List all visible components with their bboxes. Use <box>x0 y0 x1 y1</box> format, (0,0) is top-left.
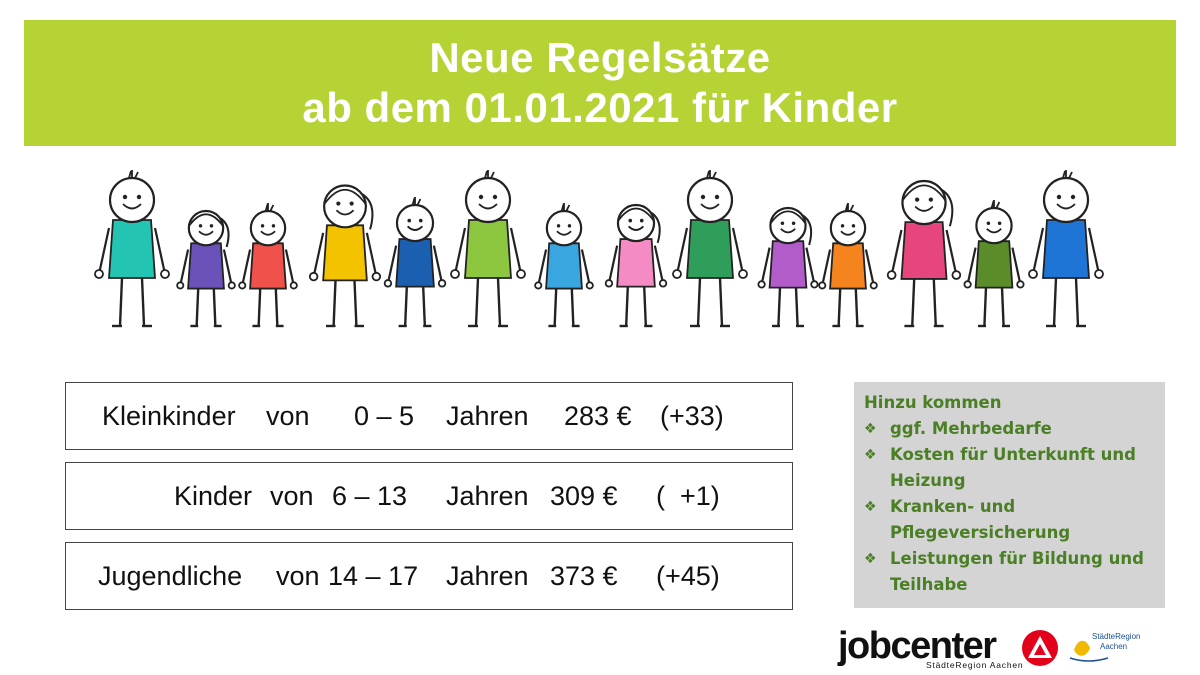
child-figure <box>383 197 447 328</box>
jobcenter-logo: jobcenter StädteRegion Aachen StädteRegi… <box>838 626 1158 670</box>
logo-wordmark: jobcenter <box>838 625 997 667</box>
child-figure <box>886 179 962 328</box>
rate-von: von <box>270 480 314 511</box>
child-figure <box>963 200 1025 328</box>
rate-amount: 309 € <box>550 480 618 511</box>
rate-change: (+45) <box>656 560 720 591</box>
title-line-2: ab dem 01.01.2021 für Kinder <box>302 84 898 131</box>
list-item: ❖ Kranken- und Pflegeversicherung <box>864 494 1155 546</box>
rate-von: von <box>276 560 320 591</box>
info-item-text: ggf. Mehrbedarfe <box>890 419 1052 438</box>
rate-row-kleinkinder: Kleinkinder von 0 – 5 Jahren 283 € (+33) <box>65 382 793 450</box>
child-figure <box>534 203 594 328</box>
diamond-bullet-icon: ❖ <box>864 551 877 567</box>
title-banner: Neue Regelsätze ab dem 01.01.2021 für Ki… <box>24 20 1176 146</box>
rate-row-jugendliche: Jugendliche von 14 – 17 Jahren 373 € (+4… <box>65 542 793 610</box>
child-figure <box>818 203 878 328</box>
child-figure <box>757 206 819 328</box>
children-illustration <box>94 170 1104 328</box>
additional-benefits-box: Hinzu kommen ❖ ggf. Mehrbedarfe ❖ Kosten… <box>854 382 1165 608</box>
rate-group: Kleinkinder <box>102 400 236 431</box>
region-line-2: Aachen <box>1100 642 1128 651</box>
rate-age: 14 – 17 <box>328 560 419 591</box>
info-item-text: Kranken- und Pflegeversicherung <box>890 497 1071 542</box>
list-item: ❖ ggf. Mehrbedarfe <box>864 416 1155 442</box>
rate-change: (+33) <box>660 400 724 431</box>
list-item: ❖ Leistungen für Bildung und Teilhabe <box>864 546 1155 598</box>
rate-row-kinder: Kinder von 6 – 13 Jahren 309 € ( +1) <box>65 462 793 530</box>
agency-arrow-icon <box>1022 630 1058 666</box>
region-name: StädteRegion Aachen <box>1092 632 1140 652</box>
diamond-bullet-icon: ❖ <box>864 499 877 515</box>
child-figure <box>238 203 298 328</box>
diamond-bullet-icon: ❖ <box>864 447 877 463</box>
list-item: ❖ Kosten für Unterkunft und Heizung <box>864 442 1155 494</box>
rate-unit: Jahren <box>446 480 529 511</box>
region-line-1: StädteRegion <box>1092 632 1141 641</box>
rate-unit: Jahren <box>446 400 529 431</box>
logo-subtitle: StädteRegion Aachen <box>926 660 1024 670</box>
rate-age: 6 – 13 <box>332 480 408 511</box>
info-heading: Hinzu kommen <box>864 393 1002 412</box>
child-figure <box>604 203 668 328</box>
rate-amount: 283 € <box>564 400 632 431</box>
rate-change: ( +1) <box>656 480 720 511</box>
staedteregion-emblem-icon <box>1069 640 1109 662</box>
rate-unit: Jahren <box>446 560 529 591</box>
info-item-text: Leistungen für Bildung und Teilhabe <box>890 549 1144 594</box>
child-figure <box>1028 170 1104 328</box>
child-figure <box>450 170 526 328</box>
info-item-text: Kosten für Unterkunft und Heizung <box>890 445 1136 490</box>
child-figure <box>176 209 236 328</box>
rate-age: 0 – 5 <box>354 400 415 431</box>
child-figure <box>94 170 170 328</box>
child-figure <box>308 184 382 328</box>
rate-group: Jugendliche <box>98 560 243 591</box>
rate-group: Kinder <box>174 480 253 511</box>
title-line-1: Neue Regelsätze <box>429 34 771 81</box>
rate-amount: 373 € <box>550 560 618 591</box>
child-figure <box>672 170 748 328</box>
diamond-bullet-icon: ❖ <box>864 421 877 437</box>
rate-von: von <box>266 400 310 431</box>
